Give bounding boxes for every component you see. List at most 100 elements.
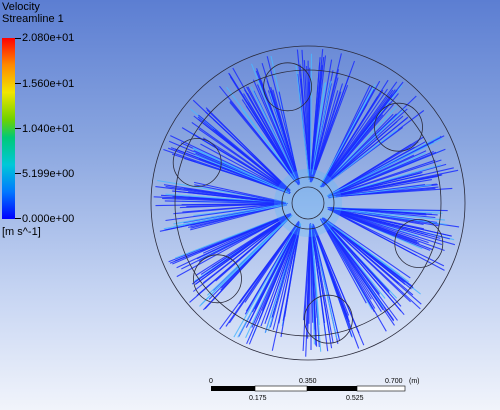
- streamline: [204, 218, 289, 310]
- streamline: [244, 224, 298, 303]
- streamline: [322, 89, 384, 185]
- streamline: [321, 113, 394, 188]
- streamline: [322, 217, 411, 303]
- streamline: [207, 218, 288, 296]
- streamline: [247, 86, 298, 182]
- streamline: [329, 141, 426, 196]
- scale-label-max: 0.700: [385, 378, 403, 385]
- streamline: [303, 60, 311, 177]
- streamline: [312, 224, 365, 346]
- streamline: [310, 224, 322, 352]
- streamline: [328, 150, 434, 197]
- streamline: [179, 203, 279, 209]
- streamline: [332, 143, 412, 194]
- streamline: [325, 93, 393, 181]
- streamline: [322, 114, 384, 186]
- streamline: [165, 204, 280, 222]
- legend-title: Velocity Streamline 1: [2, 1, 64, 25]
- streamline: [309, 53, 313, 176]
- streamline: [312, 230, 330, 334]
- streamline-blade: [326, 135, 459, 199]
- streamline: [320, 85, 375, 186]
- color-legend-bar: [2, 38, 15, 219]
- streamline: [194, 154, 290, 194]
- streamline: [202, 137, 289, 192]
- streamlines: [153, 49, 460, 357]
- streamline: [326, 138, 443, 197]
- pocket-circle: [394, 219, 444, 268]
- streamline: [212, 128, 287, 190]
- streamline: [245, 228, 297, 328]
- streamline: [311, 226, 341, 341]
- streamline: [336, 167, 454, 196]
- inner-ring-circle: [174, 69, 442, 337]
- streamline: [319, 218, 375, 313]
- streamline: [172, 196, 284, 204]
- streamline-blade: [168, 212, 293, 311]
- streamline: [328, 159, 436, 197]
- pocket-circle: [303, 294, 353, 344]
- scale-bar: 0 0.350 0.700 (m) 0.175 0.525: [209, 378, 420, 402]
- streamline: [324, 223, 395, 326]
- scale-bar-segment: [307, 386, 357, 391]
- streamline: [193, 148, 288, 192]
- streamline: [200, 215, 292, 306]
- streamline: [322, 219, 405, 316]
- legend-tick: [15, 128, 21, 129]
- streamline: [311, 91, 342, 181]
- streamline: [195, 218, 285, 276]
- streamline: [163, 204, 287, 230]
- streamline: [206, 109, 291, 191]
- pocket-circle: [193, 254, 242, 304]
- streamline: [312, 226, 350, 316]
- streamline: [323, 217, 411, 279]
- streamline: [336, 175, 439, 196]
- streamline: [334, 211, 445, 271]
- streamline: [326, 220, 410, 283]
- hub-glow: [274, 169, 342, 237]
- streamline: [198, 217, 285, 262]
- streamline: [310, 59, 333, 180]
- streamline: [321, 217, 390, 292]
- streamline: [261, 62, 297, 176]
- pocket-group: [172, 62, 444, 344]
- streamline: [173, 190, 284, 204]
- legend-tick-label: 1.560e+01: [22, 78, 75, 90]
- scale-label-quarter: 0.175: [249, 395, 267, 402]
- streamline: [226, 86, 297, 182]
- streamline: [312, 225, 353, 337]
- streamline: [256, 84, 300, 185]
- streamline: [168, 147, 290, 194]
- legend-title-variable: Velocity: [2, 1, 40, 13]
- streamline: [329, 164, 442, 198]
- streamline: [229, 101, 297, 183]
- streamline: [193, 181, 284, 203]
- streamline-blade: [219, 55, 301, 186]
- streamline-blade: [302, 223, 365, 357]
- streamline: [330, 208, 443, 246]
- streamline: [333, 211, 445, 267]
- streamline: [229, 100, 294, 178]
- streamline: [302, 223, 311, 352]
- streamline: [310, 53, 342, 181]
- shaft-inner-circle: [291, 186, 325, 220]
- scale-bar-segment: [211, 386, 255, 391]
- scale-unit: (m): [409, 378, 420, 385]
- streamline: [213, 119, 291, 191]
- streamline: [310, 223, 317, 332]
- streamline: [228, 73, 298, 184]
- streamline: [278, 229, 299, 324]
- streamline: [310, 225, 326, 324]
- streamline: [327, 150, 427, 197]
- legend-title-object: Streamline 1: [2, 13, 64, 25]
- legend-tick: [15, 83, 21, 84]
- streamline: [324, 128, 399, 186]
- streamline: [311, 90, 339, 182]
- streamline: [260, 228, 298, 327]
- legend-tick: [15, 218, 21, 219]
- legend-tick-label-min: 0.000e+00: [22, 213, 75, 225]
- streamline: [321, 106, 398, 188]
- legend-tick-label: 5.199e+00: [22, 168, 75, 180]
- streamline: [266, 56, 300, 182]
